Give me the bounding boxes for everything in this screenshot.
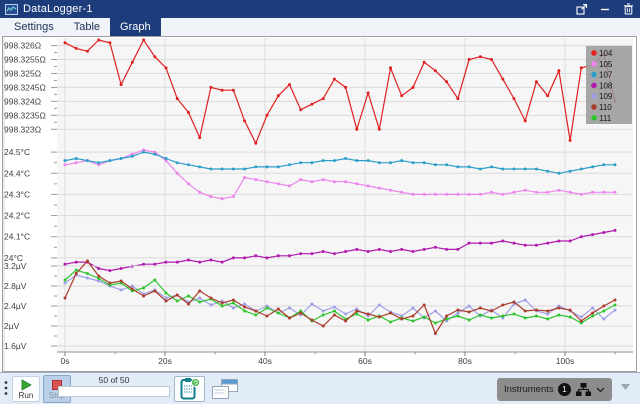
y-tick-label: 998.324Ω [4, 96, 41, 106]
stop-icon [51, 379, 63, 391]
x-tick-label: 0s [61, 356, 70, 366]
y-tick-label: 998.3235Ω [4, 110, 46, 120]
series-104 [63, 38, 617, 145]
x-tick-label: 40s [258, 356, 272, 366]
x-tick-label: 100s [556, 356, 574, 366]
legend-label: 111 [599, 114, 612, 123]
clipboard-icon [179, 377, 200, 401]
y-tick-label: 2.8µV [4, 281, 27, 291]
graph-canvas: 998.326Ω 998.3255Ω 998.325Ω 998.3245Ω 998.32… [4, 38, 633, 366]
cascade-windows-icon [211, 378, 239, 400]
x-tick-label: 20s [158, 356, 172, 366]
instruments-dropdown[interactable]: Instruments 1 [497, 378, 612, 401]
legend-dot [591, 71, 597, 78]
expand-arrow-icon[interactable] [621, 384, 630, 390]
instrument-count-badge: 1 [558, 383, 571, 396]
popout-button[interactable] [575, 2, 589, 16]
progress-label: 50 of 50 [98, 375, 130, 385]
y-tick-label: 998.323Ω [4, 124, 41, 134]
instruments-label: Instruments [504, 384, 554, 395]
minimize-button[interactable] [598, 2, 612, 16]
y-tick-label: 24.3°C [4, 189, 30, 199]
graph-panel: 998.326Ω 998.3255Ω 998.325Ω 998.3245Ω 998.32… [2, 36, 637, 372]
y-tick-label: 998.3255Ω [4, 55, 46, 65]
legend-dot [591, 115, 597, 121]
legend-label: 105 [599, 60, 613, 69]
datalog-button[interactable] [174, 376, 205, 402]
y-tick-label: 998.326Ω [4, 41, 41, 51]
tab-table[interactable]: Table [73, 21, 101, 33]
progress-bar [58, 386, 170, 397]
windows-button[interactable] [210, 377, 240, 401]
drag-grip-icon[interactable] [4, 380, 8, 401]
legend-label: 108 [599, 81, 613, 90]
y-tick-label: 2.4µV [4, 301, 27, 311]
y-tick-label: 24.1°C [4, 232, 30, 242]
network-icon [576, 383, 591, 396]
toolbar: Run Stop 50 of 50 [0, 372, 640, 404]
legend-label: 109 [599, 92, 613, 101]
legend-dot [591, 93, 597, 99]
run-label: Run [18, 390, 34, 400]
play-icon [20, 378, 32, 391]
app-icon [5, 3, 18, 15]
y-tick-label: 998.325Ω [4, 68, 41, 78]
y-tick-label: 3.2µV [4, 261, 27, 271]
title-bar: DataLogger-1 [0, 0, 640, 18]
y-tick-label: 24.5°C [4, 147, 30, 157]
tab-bar: Settings Table Graph [0, 18, 640, 36]
stop-label: Stop [48, 390, 66, 400]
y-tick-label: 1.6µV [4, 341, 27, 351]
progress: 50 of 50 [58, 375, 170, 397]
chevron-down-icon [596, 387, 605, 393]
tab-graph[interactable]: Graph [110, 18, 161, 36]
y-tick-label: 24.2°C [4, 211, 30, 221]
series-108 [63, 228, 617, 273]
tab-settings[interactable]: Settings [14, 21, 54, 33]
y-tick-label: 998.3245Ω [4, 82, 46, 92]
legend-label: 107 [599, 71, 613, 80]
window-title: DataLogger-1 [23, 3, 93, 15]
series-107 [63, 150, 617, 175]
y-tick-label: 2µV [4, 321, 20, 331]
legend-label: 110 [599, 103, 612, 112]
delete-button[interactable] [621, 2, 635, 16]
legend-dot [591, 82, 597, 89]
legend-dot [591, 61, 597, 67]
series-110 [63, 259, 617, 335]
y-tick-label: 24.4°C [4, 168, 30, 178]
legend-dot [591, 104, 597, 110]
run-button[interactable]: Run [12, 376, 40, 402]
x-tick-label: 80s [458, 356, 472, 366]
x-tick-label: 60s [358, 356, 372, 366]
legend-dot [591, 50, 597, 56]
y-tick-label: 24°C [4, 253, 23, 263]
legend-label: 104 [599, 49, 613, 58]
